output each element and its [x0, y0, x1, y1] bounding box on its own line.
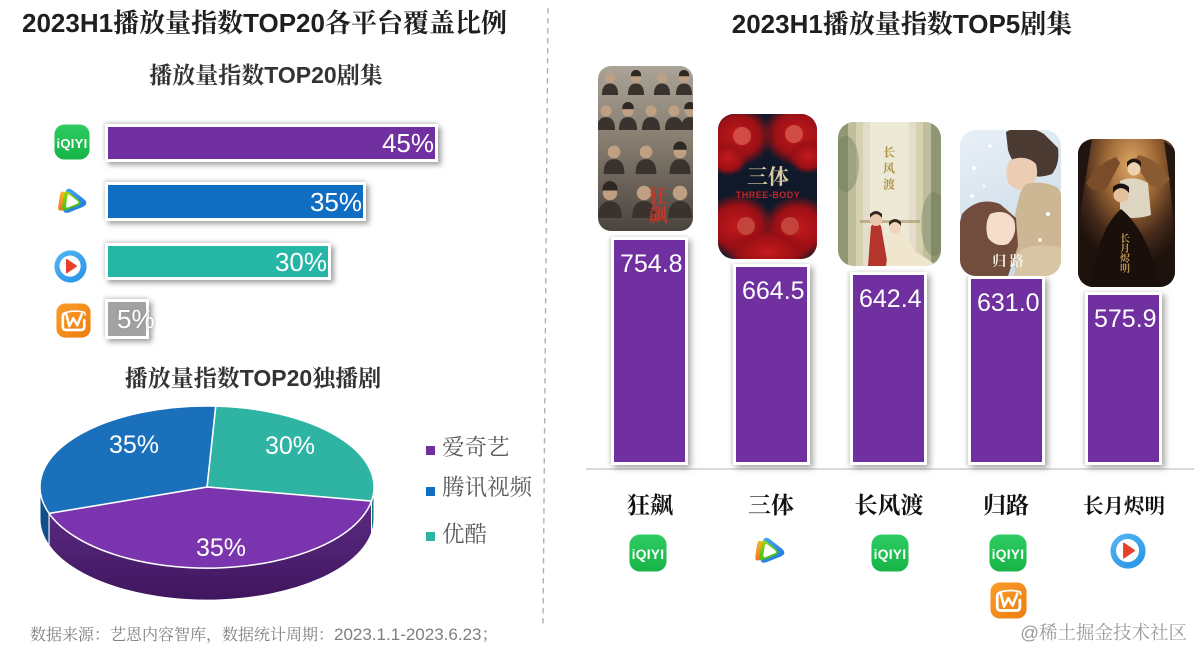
svg-text:30%: 30%: [265, 432, 315, 460]
svg-text:iQIYI: iQIYI: [56, 136, 87, 151]
svg-text:iQIYI: iQIYI: [632, 547, 665, 562]
svg-text:THREE-BODY: THREE-BODY: [736, 190, 801, 200]
svg-text:35%: 35%: [196, 534, 246, 562]
svg-text:iQIYI: iQIYI: [992, 547, 1025, 562]
svg-text:狂飙: 狂飙: [645, 186, 672, 225]
svg-text:35%: 35%: [109, 431, 159, 459]
svg-text:归 路: 归 路: [992, 251, 1024, 271]
svg-text:长月烬明: 长月烬明: [1118, 232, 1133, 273]
svg-text:长风渡: 长风渡: [881, 145, 898, 194]
svg-text:iQIYI: iQIYI: [874, 547, 907, 562]
svg-text:三体: 三体: [747, 161, 789, 191]
